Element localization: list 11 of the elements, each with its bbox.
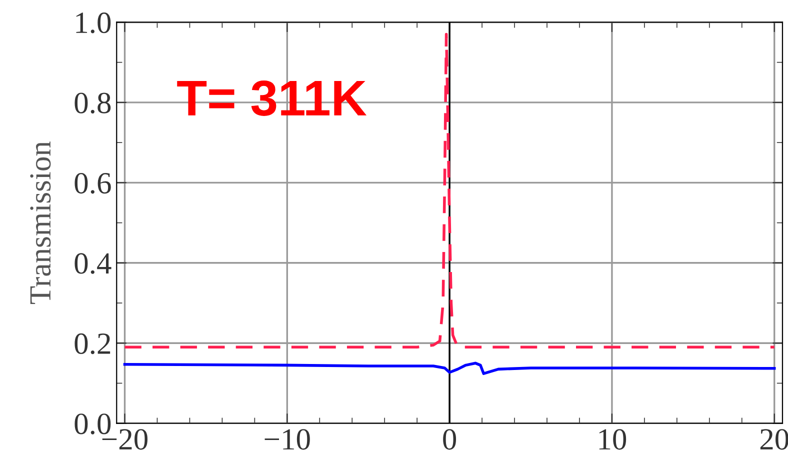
y-tick-label: 0.8: [74, 92, 111, 114]
y-tick-label: 0.6: [74, 172, 111, 194]
x-tick-label: 20: [760, 429, 788, 450]
y-axis-title: Transmission: [30, 141, 51, 304]
y-tick-label: 1.0: [76, 12, 111, 34]
x-tick-label: −10: [264, 429, 310, 450]
y-tick-label: 0.4: [74, 253, 112, 274]
annotation: T= 311K: [177, 80, 367, 116]
x-tick-label: 0: [443, 429, 456, 450]
y-tick-label: 0.2: [74, 333, 110, 354]
x-tick-label: 10: [599, 429, 626, 450]
